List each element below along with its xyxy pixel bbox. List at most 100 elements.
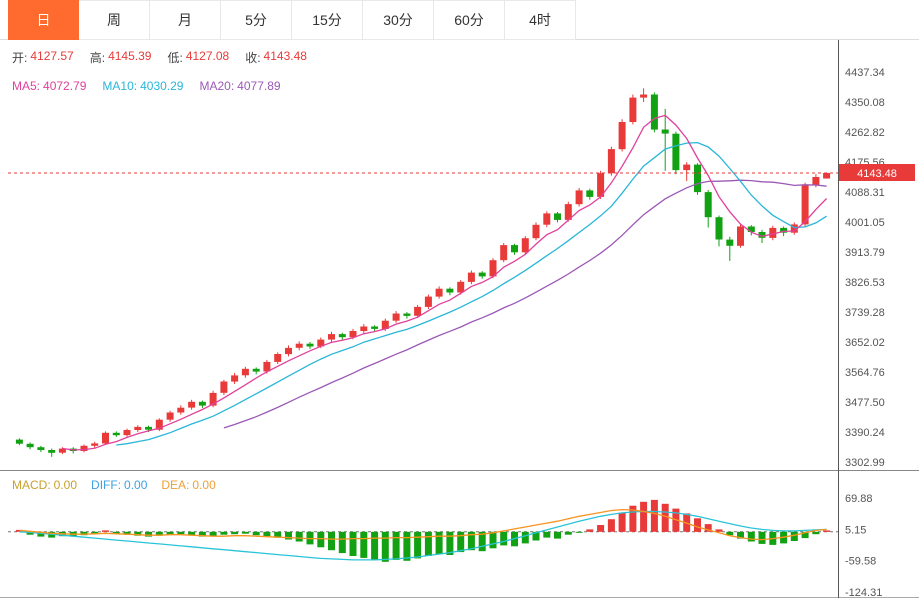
macd-histogram-bar [414, 531, 422, 559]
macd-axis-label: 69.88 [845, 493, 873, 505]
tab-60min[interactable]: 60分 [434, 0, 505, 40]
macd-histogram-bar [166, 531, 174, 535]
macd-histogram-bar [134, 531, 142, 536]
candle-body [285, 347, 292, 355]
candle-body [15, 439, 23, 444]
price-axis-label: 3477.50 [845, 397, 885, 409]
macd-histogram-bar [715, 529, 723, 532]
candle-body [769, 227, 777, 238]
macd-histogram-bar [543, 531, 551, 538]
ma20-label: MA20: [199, 79, 235, 93]
close-label: 收: [245, 51, 261, 65]
diff-label: DIFF: [91, 478, 122, 492]
candle-body [134, 426, 142, 430]
macd-histogram-bar [295, 531, 303, 542]
high-label: 高: [89, 51, 106, 65]
macd-histogram-bar [102, 530, 109, 532]
macd-histogram-bar [521, 531, 529, 544]
macd-histogram-bar [285, 531, 292, 540]
open-value: 4127.57 [30, 49, 74, 63]
tab-4hour[interactable]: 4时 [505, 0, 576, 40]
candle-body [58, 448, 66, 453]
macd-histogram-bar [155, 531, 163, 536]
candle-body [177, 407, 185, 413]
macd-histogram-bar [435, 531, 443, 555]
macd-histogram-bar [317, 531, 325, 548]
macd-histogram-bar [241, 531, 249, 534]
candle-body [328, 334, 335, 340]
macd-histogram-bar [26, 531, 34, 535]
close-value: 4143.48 [263, 49, 307, 63]
tab-month[interactable]: 月 [150, 0, 221, 40]
macd-histogram-bar [489, 531, 497, 549]
candle-body [446, 288, 454, 293]
macd-histogram-bar [446, 531, 454, 555]
price-axis-label: 3826.53 [845, 277, 885, 289]
candle-body [145, 426, 152, 430]
timeframe-tabbar: 日周月 5分 15分 30分 60分 4时 [0, 0, 919, 40]
candle-body [274, 354, 282, 362]
macd-histogram-bar [209, 531, 217, 536]
candle-body [575, 190, 583, 205]
macd-histogram-bar [112, 531, 120, 534]
ma20-line [223, 179, 827, 429]
candle-body [123, 430, 131, 436]
candle-body [586, 190, 594, 197]
candle-body [467, 272, 475, 282]
candle-body [371, 326, 379, 329]
candle-body [683, 164, 691, 171]
price-axis-label: 3302.99 [845, 457, 885, 469]
macd-histogram-bar [80, 531, 88, 536]
macd-axis-label: -59.58 [845, 556, 876, 568]
macd-histogram-bar [457, 531, 465, 553]
price-axis-label: 4088.31 [845, 187, 885, 199]
macd-histogram-bar [392, 531, 400, 560]
candle-body [758, 232, 766, 238]
macd-axis-label: -124.31 [845, 587, 882, 598]
candle-body [597, 173, 605, 197]
macd-histogram-bar [220, 531, 228, 535]
tab-15min[interactable]: 15分 [292, 0, 363, 40]
tab-5min[interactable]: 5分 [221, 0, 292, 40]
candle-body [360, 326, 368, 331]
candle-body [198, 401, 206, 406]
price-axis-label: 3652.02 [845, 337, 885, 349]
macd-histogram-bar [554, 531, 561, 539]
macd-histogram-bar [500, 531, 508, 546]
dea-label: DEA: [161, 478, 190, 492]
candle-body [801, 185, 809, 225]
candle-body [672, 133, 680, 171]
candle-body [295, 343, 303, 348]
macd-readout: MACD: 0.00 DIFF: 0.00 DEA: 0.00 [12, 478, 216, 492]
macd-histogram-bar [704, 524, 712, 532]
price-axis-label: 3913.79 [845, 247, 885, 259]
macd-histogram-bar [694, 518, 701, 532]
candle-body [478, 272, 486, 277]
macd-histogram-bar [801, 531, 809, 539]
tab-day[interactable]: 日 [8, 0, 79, 40]
macd-histogram-bar [586, 529, 594, 532]
low-value: 4127.08 [185, 49, 230, 63]
candle-body [554, 213, 561, 220]
ma5-label: MA5: [12, 79, 41, 93]
macd-histogram-bar [403, 531, 411, 561]
macd-histogram-bar [263, 531, 271, 537]
macd-histogram-bar [91, 531, 99, 535]
macd-label: MACD: [12, 478, 51, 492]
tab-week[interactable]: 周 [79, 0, 150, 40]
macd-histogram-bar [37, 531, 45, 537]
candle-body [338, 334, 346, 338]
tab-30min[interactable]: 30分 [363, 0, 434, 40]
candle-body [564, 204, 572, 220]
main-candlestick-chart[interactable]: 4437.344350.084262.824175.564088.314001.… [0, 40, 919, 470]
macd-histogram-bar [726, 531, 734, 536]
macd-histogram-bar [145, 531, 152, 537]
price-axis-label: 4437.34 [845, 67, 885, 79]
candle-body [521, 238, 529, 253]
macd-histogram-bar [231, 531, 239, 535]
price-axis-label: 3564.76 [845, 367, 885, 379]
candle-body [780, 227, 788, 233]
macd-histogram-bar [650, 499, 658, 532]
macd-histogram-bar [823, 530, 831, 532]
